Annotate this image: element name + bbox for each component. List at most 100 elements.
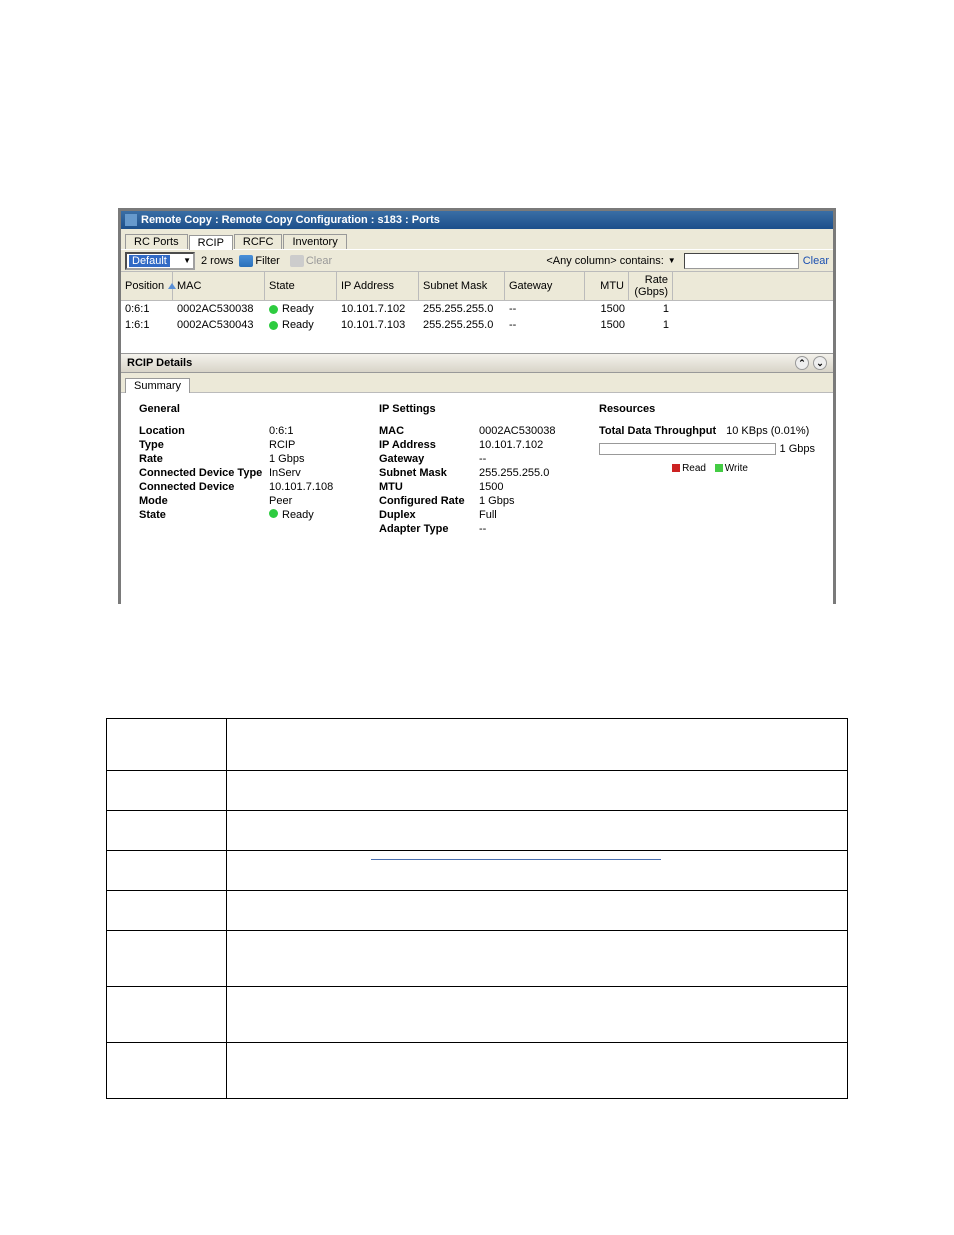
k-rate: Rate bbox=[139, 453, 269, 465]
bar-max-label: 1 Gbps bbox=[780, 443, 815, 455]
collapse-icon[interactable]: ⌃ bbox=[795, 356, 809, 370]
doc-cell bbox=[227, 811, 848, 851]
doc-cell bbox=[107, 771, 227, 811]
cell-position: 1:6:1 bbox=[121, 317, 173, 333]
app-window: Remote Copy : Remote Copy Configuration … bbox=[118, 208, 836, 604]
general-heading: General bbox=[139, 403, 349, 415]
col-position[interactable]: Position bbox=[121, 272, 173, 300]
window-icon bbox=[125, 214, 137, 226]
table-row[interactable]: 0:6:1 0002AC530038 Ready 10.101.7.102 25… bbox=[121, 301, 833, 317]
clear-label: Clear bbox=[306, 255, 332, 267]
tab-rcip[interactable]: RCIP bbox=[189, 235, 233, 250]
view-dropdown[interactable]: Default ▼ bbox=[125, 252, 195, 270]
doc-cell bbox=[107, 987, 227, 1043]
v-mask: 255.255.255.0 bbox=[479, 467, 549, 479]
doc-cell bbox=[227, 851, 848, 891]
tab-rcfc[interactable]: RCFC bbox=[234, 234, 283, 249]
cell-gateway: -- bbox=[505, 317, 585, 333]
col-gateway[interactable]: Gateway bbox=[505, 272, 585, 300]
tab-inventory[interactable]: Inventory bbox=[283, 234, 346, 249]
v-mtu: 1500 bbox=[479, 481, 503, 493]
v-duplex: Full bbox=[479, 509, 497, 521]
cell-mask: 255.255.255.0 bbox=[419, 301, 505, 317]
clear-icon bbox=[290, 255, 304, 267]
v-mode: Peer bbox=[269, 495, 292, 507]
search-input[interactable] bbox=[684, 253, 799, 269]
k-mac: MAC bbox=[379, 425, 479, 437]
row-count: 2 rows bbox=[201, 255, 233, 267]
doc-cell bbox=[227, 719, 848, 771]
filter-icon bbox=[239, 255, 253, 267]
search-chevron-icon[interactable]: ▼ bbox=[668, 256, 676, 265]
col-mask[interactable]: Subnet Mask bbox=[419, 272, 505, 300]
expand-icon[interactable]: ⌄ bbox=[813, 356, 827, 370]
v-type: RCIP bbox=[269, 439, 295, 451]
doc-cell bbox=[107, 851, 227, 891]
title-bar: Remote Copy : Remote Copy Configuration … bbox=[121, 211, 833, 229]
k-conndev: Connected Device bbox=[139, 481, 269, 493]
filter-label: Filter bbox=[255, 255, 279, 267]
cell-mac: 0002AC530043 bbox=[173, 317, 265, 333]
throughput-bar-row: 1 Gbps bbox=[599, 443, 815, 455]
col-rate[interactable]: Rate (Gbps) bbox=[629, 272, 673, 300]
v-state: Ready bbox=[269, 509, 314, 521]
col-mtu[interactable]: MTU bbox=[585, 272, 629, 300]
cell-state: Ready bbox=[265, 317, 337, 333]
col-mac[interactable]: MAC bbox=[173, 272, 265, 300]
v-conndevtype: InServ bbox=[269, 467, 301, 479]
throughput-bar bbox=[599, 443, 776, 455]
section-general: General Location0:6:1 TypeRCIP Rate1 Gbp… bbox=[139, 403, 349, 603]
cell-mtu: 1500 bbox=[585, 317, 629, 333]
state-text: Ready bbox=[282, 509, 314, 521]
dropdown-selected: Default bbox=[129, 255, 170, 267]
cell-ip: 10.101.7.102 bbox=[337, 301, 419, 317]
document-table bbox=[106, 718, 848, 1099]
k-location: Location bbox=[139, 425, 269, 437]
v-adapter: -- bbox=[479, 523, 486, 535]
table-row[interactable]: 1:6:1 0002AC530043 Ready 10.101.7.103 25… bbox=[121, 317, 833, 333]
col-ip[interactable]: IP Address bbox=[337, 272, 419, 300]
details-title: RCIP Details bbox=[127, 357, 192, 369]
v-conndev: 10.101.7.108 bbox=[269, 481, 333, 493]
v-rate: 1 Gbps bbox=[269, 453, 304, 465]
k-type: Type bbox=[139, 439, 269, 451]
legend: Read Write bbox=[599, 463, 815, 474]
write-swatch-icon bbox=[715, 464, 723, 472]
k-mode: Mode bbox=[139, 495, 269, 507]
status-dot-icon bbox=[269, 509, 278, 518]
data-grid: Position MAC State IP Address Subnet Mas… bbox=[121, 271, 833, 353]
clear-link[interactable]: Clear bbox=[803, 255, 829, 267]
tab-summary[interactable]: Summary bbox=[125, 378, 190, 393]
read-swatch-icon bbox=[672, 464, 680, 472]
state-text: Ready bbox=[282, 319, 314, 331]
grid-header: Position MAC State IP Address Subnet Mas… bbox=[121, 272, 833, 301]
doc-cell bbox=[107, 1043, 227, 1099]
k-mtu: MTU bbox=[379, 481, 479, 493]
col-position-label: Position bbox=[125, 280, 164, 292]
clear-button[interactable]: Clear bbox=[290, 255, 332, 267]
details-tabs: Summary bbox=[121, 373, 833, 393]
cell-mask: 255.255.255.0 bbox=[419, 317, 505, 333]
details-header: RCIP Details ⌃ ⌄ bbox=[121, 353, 833, 373]
filter-button[interactable]: Filter bbox=[239, 255, 279, 267]
tab-rcports[interactable]: RC Ports bbox=[125, 234, 188, 249]
search-label: <Any column> contains: bbox=[546, 255, 663, 267]
doc-cell bbox=[227, 987, 848, 1043]
doc-cell bbox=[227, 891, 848, 931]
section-ip: IP Settings MAC0002AC530038 IP Address10… bbox=[379, 403, 569, 603]
cell-mtu: 1500 bbox=[585, 301, 629, 317]
doc-cell bbox=[227, 931, 848, 987]
doc-cell bbox=[107, 891, 227, 931]
v-gateway: -- bbox=[479, 453, 486, 465]
doc-cell bbox=[227, 771, 848, 811]
cell-mac: 0002AC530038 bbox=[173, 301, 265, 317]
toolbar: Default ▼ 2 rows Filter Clear <Any colum… bbox=[121, 249, 833, 271]
k-ipaddr: IP Address bbox=[379, 439, 479, 451]
col-state[interactable]: State bbox=[265, 272, 337, 300]
doc-cell bbox=[107, 811, 227, 851]
state-text: Ready bbox=[282, 303, 314, 315]
section-resources: Resources Total Data Throughput 10 KBps … bbox=[599, 403, 815, 603]
throughput-label: Total Data Throughput bbox=[599, 425, 716, 437]
grid-body: 0:6:1 0002AC530038 Ready 10.101.7.102 25… bbox=[121, 301, 833, 353]
k-duplex: Duplex bbox=[379, 509, 479, 521]
